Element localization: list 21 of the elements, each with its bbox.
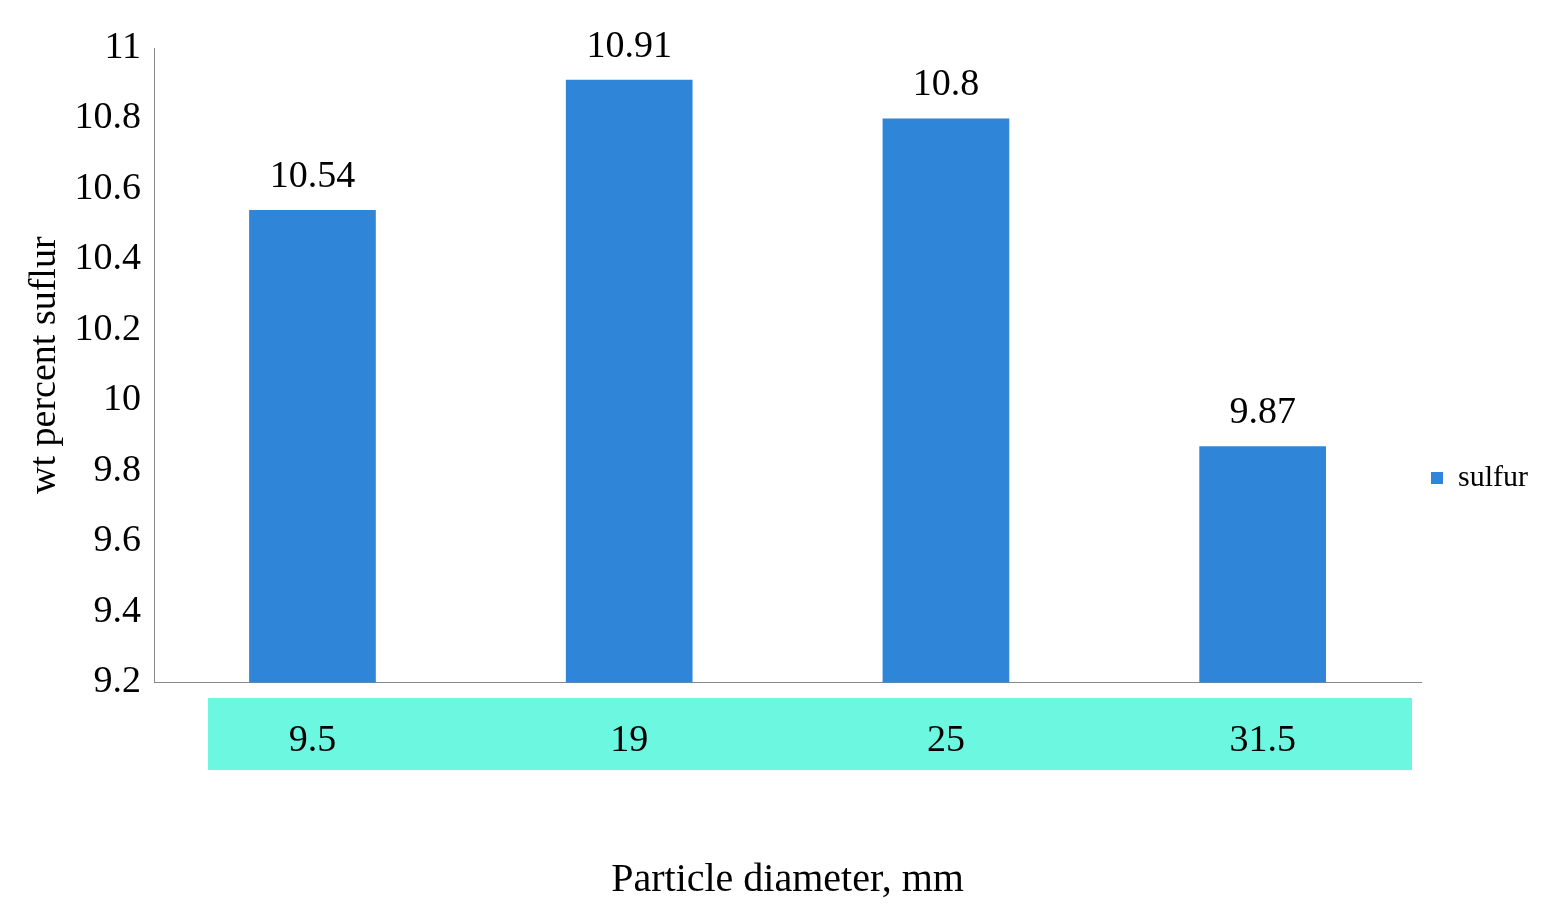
y-tick-label: 10.8 [74,94,142,137]
data-label: 9.87 [1229,389,1296,432]
x-tick-label: 9.5 [288,717,337,760]
y-tick-label: 9.2 [93,658,142,701]
y-tick-label: 11 [104,23,142,66]
y-tick-label: 10.4 [74,235,142,278]
y-tick-label: 9.6 [93,517,142,560]
y-tick-label: 10 [103,376,142,419]
x-tick-label: 19 [610,717,649,760]
y-tick-label: 10.2 [74,305,142,348]
legend-label: sulfur [1458,458,1529,492]
y-tick-label: 9.4 [93,587,142,630]
data-label: 10.8 [912,61,980,104]
x-axis-title: Particle diameter, mm [611,854,964,900]
y-axis-title: wt percent suflur [20,236,63,494]
x-tick-label: 25 [926,717,965,760]
y-tick-label: 9.8 [93,446,142,489]
x-tick-label: 31.5 [1229,717,1296,760]
data-label: 10.54 [269,153,356,196]
data-label: 10.91 [586,22,672,65]
y-tick-label: 10.6 [74,164,142,207]
